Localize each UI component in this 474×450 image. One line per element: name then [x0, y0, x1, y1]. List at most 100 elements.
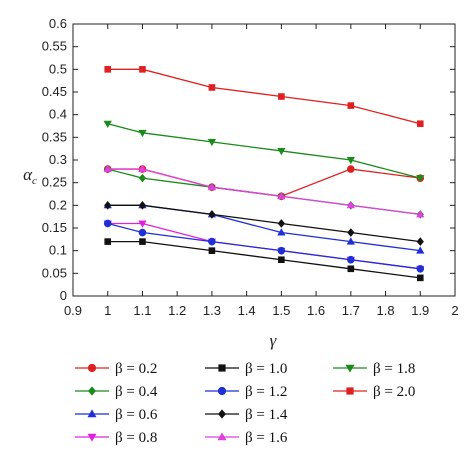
- data-point: [104, 201, 112, 210]
- x-axis-label: γ: [270, 331, 278, 350]
- legend-marker: [218, 364, 226, 372]
- legend-item: β = 0.6: [75, 407, 158, 423]
- series-5: [104, 238, 424, 282]
- x-tick-label: 2: [451, 303, 458, 318]
- data-point: [347, 165, 355, 173]
- x-tick-label: 1.8: [377, 303, 395, 318]
- legend-item: β = 1.6: [205, 430, 288, 446]
- series-line: [107, 123, 421, 179]
- series-line: [107, 240, 421, 279]
- data-point: [346, 201, 355, 209]
- series-line: [107, 168, 421, 216]
- data-point: [104, 66, 112, 73]
- data-point: [416, 120, 424, 128]
- x-tick-label: 0.9: [64, 303, 82, 318]
- data-point: [208, 210, 216, 219]
- legend-marker: [218, 409, 226, 419]
- data-point: [277, 246, 286, 255]
- y-tick-label: 0.45: [42, 84, 67, 99]
- legend-marker: [217, 432, 227, 441]
- data-point: [138, 164, 147, 173]
- series-line: [107, 168, 421, 197]
- legend-label: β = 0.4: [115, 384, 158, 400]
- legend-item: β = 1.2: [205, 384, 287, 400]
- y-tick-label: 0.35: [42, 129, 67, 144]
- data-point: [416, 265, 425, 273]
- x-tick-label: 1.9: [411, 303, 429, 318]
- legend-item: β = 1.4: [205, 407, 288, 423]
- series-line: [107, 204, 421, 252]
- legend-label: β = 1.2: [245, 384, 287, 400]
- x-tick-label: 1.3: [203, 303, 221, 318]
- y-axis-label-subscript: c: [32, 175, 37, 187]
- legend-marker: [217, 386, 227, 396]
- y-tick-label: 0.4: [49, 107, 67, 122]
- y-tick-label: 0.55: [42, 39, 67, 54]
- legend: β = 0.2 β = 0.4 β = 0.6 β = 0.8 β = 1.0 β = 1…: [75, 361, 415, 446]
- legend-label: β = 0.6: [115, 407, 158, 423]
- legend-label: β = 1.6: [245, 430, 288, 446]
- legend-item: β = 0.2: [75, 361, 157, 377]
- data-point: [347, 228, 355, 237]
- legend-marker: [346, 387, 354, 395]
- data-point: [416, 246, 425, 254]
- data-point: [277, 191, 286, 200]
- data-point: [207, 138, 217, 147]
- data-point: [139, 238, 146, 245]
- series-6: [103, 219, 425, 273]
- data-point: [138, 220, 147, 228]
- x-tick-label: 1.1: [133, 303, 151, 318]
- data-point: [416, 210, 425, 218]
- y-tick-label: 0.5: [49, 61, 67, 76]
- data-point: [138, 173, 147, 183]
- series-10: [104, 66, 424, 128]
- data-point: [278, 256, 285, 264]
- legend-label: β = 1.4: [245, 407, 288, 423]
- y-tick-label: 0.6: [49, 16, 67, 31]
- series-8: [103, 164, 425, 218]
- data-point: [347, 102, 355, 109]
- data-point: [346, 237, 355, 245]
- data-point: [278, 93, 285, 100]
- series-line: [107, 168, 421, 216]
- data-point: [346, 157, 355, 165]
- data-point: [139, 66, 146, 73]
- legend-marker: [87, 433, 97, 442]
- plot-frame: [72, 23, 456, 297]
- data-point: [277, 219, 285, 228]
- data-point: [208, 237, 216, 246]
- y-axis-label-main: α: [23, 165, 33, 184]
- series-line: [107, 222, 421, 270]
- series-line: [107, 204, 421, 243]
- data-point: [103, 219, 112, 228]
- legend-marker: [345, 364, 355, 373]
- data-point: [416, 175, 425, 183]
- x-tick-label: 1.4: [238, 303, 256, 318]
- series-layer: [103, 66, 425, 282]
- x-tick-label: 1.5: [272, 303, 290, 318]
- legend-marker: [88, 386, 96, 396]
- x-tick-label: 1.7: [342, 303, 360, 318]
- data-point: [138, 129, 147, 138]
- y-tick-label: 0: [60, 288, 67, 303]
- x-tick-label: 1: [104, 303, 111, 318]
- legend-item: β = 1.8: [333, 361, 415, 377]
- data-point: [138, 201, 147, 210]
- series-9: [103, 120, 425, 183]
- legend-marker: [87, 363, 97, 373]
- legend-label: β = 2.0: [373, 384, 415, 400]
- data-point: [277, 147, 286, 156]
- legend-label: β = 1.0: [245, 361, 287, 377]
- x-tick-label: 1.2: [168, 303, 186, 318]
- x-tick-label: 1.6: [307, 303, 325, 318]
- y-tick-label: 0.2: [49, 197, 67, 212]
- series-line: [107, 222, 421, 270]
- data-point: [208, 84, 216, 91]
- legend-item: β = 0.8: [75, 430, 157, 446]
- plot-area: 0.9 1 1.1 1.2 1.3 1.4 1.5 1.6 1.7 1.8 1.9 2 0 0.05 0.1…: [42, 16, 459, 318]
- y-tick-label: 0.3: [49, 152, 67, 167]
- y-axis-label: αc: [23, 165, 37, 187]
- data-point: [416, 274, 424, 282]
